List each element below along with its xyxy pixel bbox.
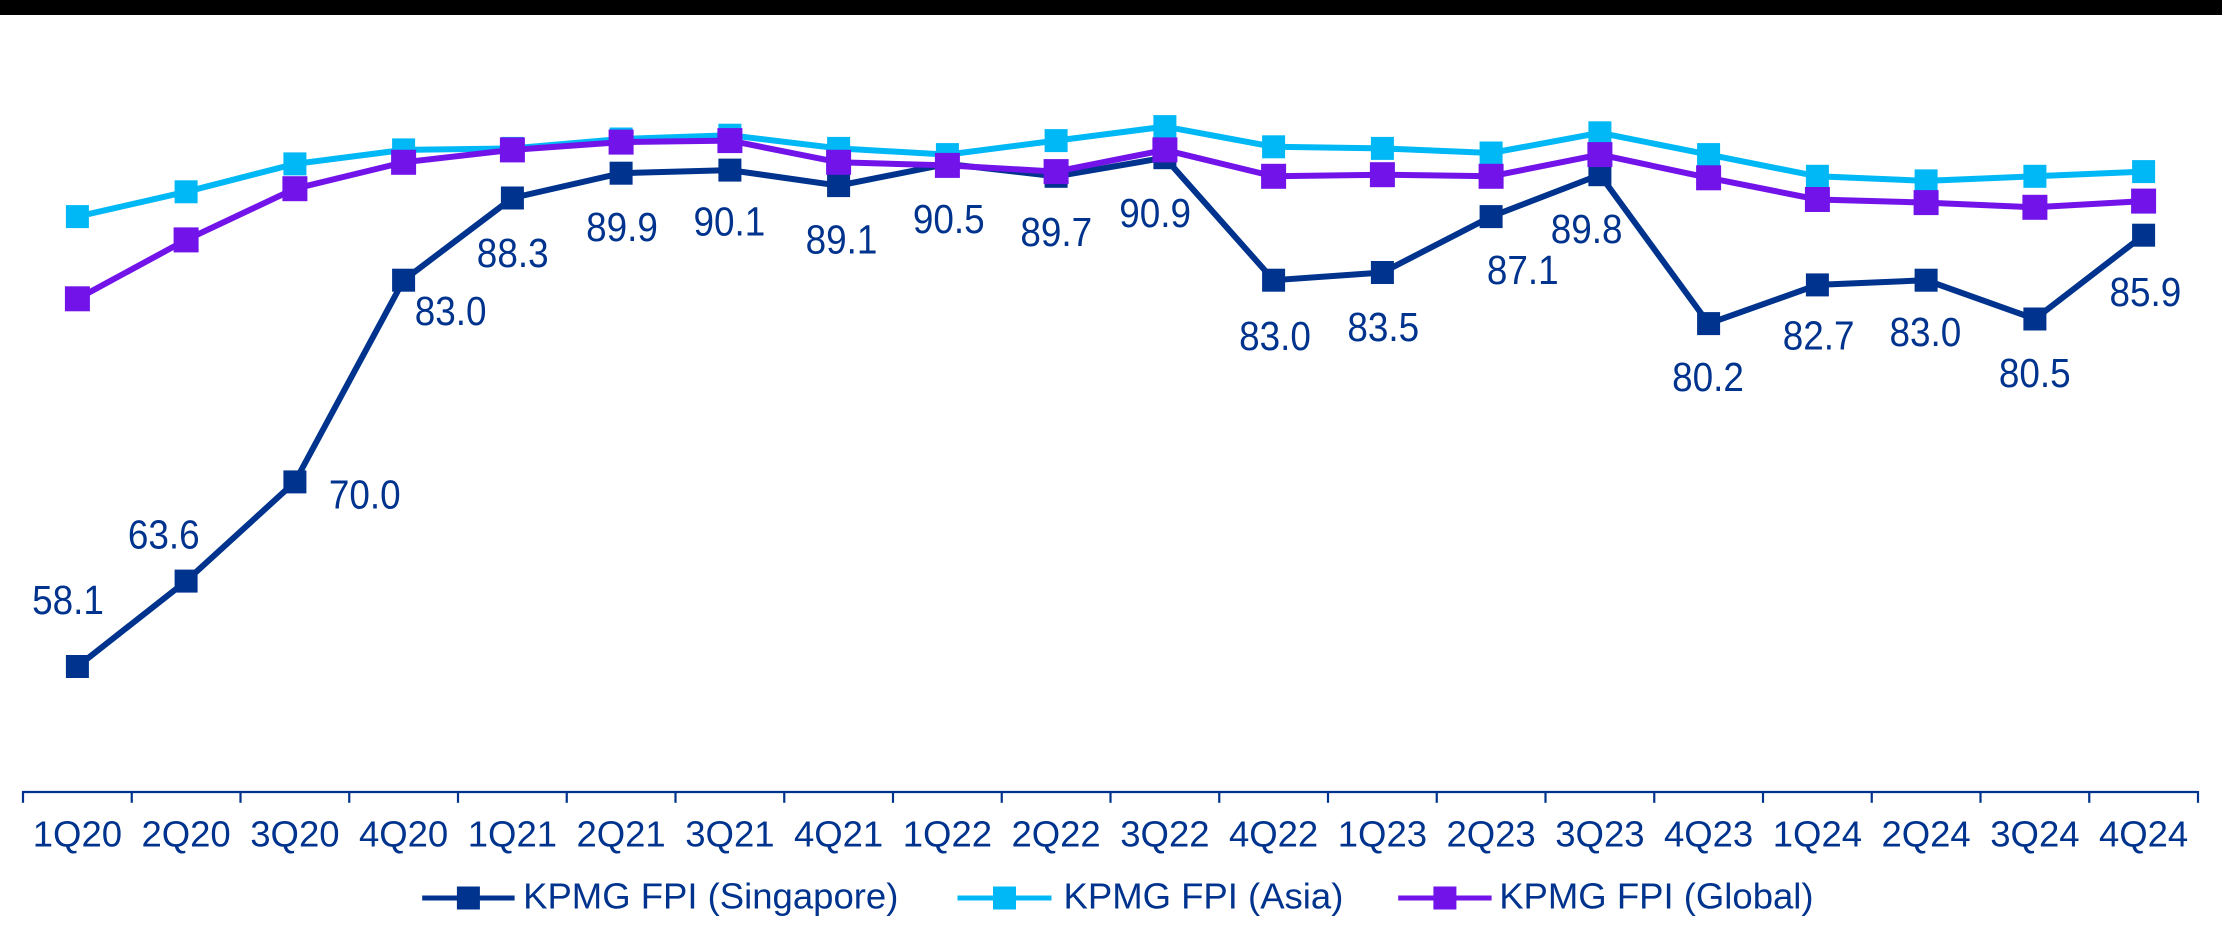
svg-text:1Q21: 1Q21: [468, 813, 557, 854]
svg-text:80.5: 80.5: [1999, 351, 2071, 396]
svg-text:87.1: 87.1: [1487, 248, 1559, 293]
svg-text:3Q20: 3Q20: [250, 813, 339, 854]
svg-text:83.5: 83.5: [1347, 305, 1419, 350]
svg-text:90.1: 90.1: [693, 200, 765, 245]
svg-text:2Q24: 2Q24: [1881, 813, 1970, 854]
svg-text:4Q20: 4Q20: [359, 813, 448, 854]
svg-text:88.3: 88.3: [477, 231, 549, 276]
svg-text:3Q22: 3Q22: [1120, 813, 1209, 854]
svg-text:89.1: 89.1: [806, 218, 878, 263]
svg-text:1Q20: 1Q20: [33, 813, 122, 854]
svg-text:90.9: 90.9: [1119, 191, 1191, 236]
svg-text:89.7: 89.7: [1020, 210, 1092, 255]
svg-text:KPMG FPI (Asia): KPMG FPI (Asia): [1064, 876, 1344, 917]
svg-text:4Q21: 4Q21: [794, 813, 883, 854]
svg-text:90.5: 90.5: [913, 197, 985, 242]
svg-text:58.1: 58.1: [32, 578, 104, 623]
svg-text:3Q21: 3Q21: [685, 813, 774, 854]
svg-text:3Q24: 3Q24: [1990, 813, 2079, 854]
svg-text:89.8: 89.8: [1551, 207, 1623, 252]
svg-text:4Q23: 4Q23: [1664, 813, 1753, 854]
svg-text:85.9: 85.9: [2109, 270, 2181, 315]
svg-text:70.0: 70.0: [329, 473, 401, 518]
svg-text:2Q20: 2Q20: [141, 813, 230, 854]
svg-text:2Q22: 2Q22: [1011, 813, 1100, 854]
svg-text:KPMG FPI (Singapore): KPMG FPI (Singapore): [523, 876, 898, 917]
svg-text:83.0: 83.0: [415, 289, 487, 334]
svg-text:3Q23: 3Q23: [1555, 813, 1644, 854]
svg-text:83.0: 83.0: [1239, 314, 1311, 359]
svg-text:KPMG FPI (Global): KPMG FPI (Global): [1499, 876, 1813, 917]
svg-text:89.9: 89.9: [586, 205, 658, 250]
svg-text:1Q23: 1Q23: [1338, 813, 1427, 854]
svg-text:2Q21: 2Q21: [576, 813, 665, 854]
svg-text:63.6: 63.6: [128, 513, 200, 558]
svg-text:4Q24: 4Q24: [2099, 813, 2188, 854]
svg-text:2Q23: 2Q23: [1446, 813, 1535, 854]
svg-text:1Q24: 1Q24: [1773, 813, 1862, 854]
svg-text:1Q22: 1Q22: [903, 813, 992, 854]
svg-text:82.7: 82.7: [1783, 314, 1855, 359]
svg-text:83.0: 83.0: [1889, 310, 1961, 355]
svg-text:4Q22: 4Q22: [1229, 813, 1318, 854]
svg-text:80.2: 80.2: [1672, 355, 1744, 400]
